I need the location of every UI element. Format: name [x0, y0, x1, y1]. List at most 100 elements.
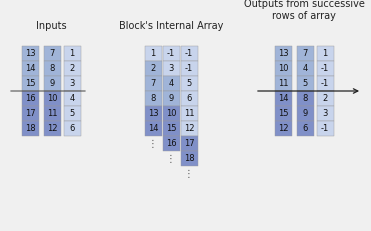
Bar [43, 106, 60, 121]
Bar [43, 121, 60, 136]
Bar [22, 61, 39, 76]
Bar [144, 121, 161, 136]
Bar [162, 46, 180, 61]
Text: 1: 1 [322, 49, 328, 58]
Text: ⋮: ⋮ [148, 139, 158, 149]
Bar [63, 61, 81, 76]
Text: 7: 7 [302, 49, 308, 58]
Bar [181, 91, 197, 106]
Text: 7: 7 [150, 79, 156, 88]
Text: 6: 6 [302, 124, 308, 133]
Text: 12: 12 [47, 124, 57, 133]
Text: -1: -1 [321, 79, 329, 88]
Bar [22, 91, 39, 106]
Bar [162, 76, 180, 91]
Text: 13: 13 [148, 109, 158, 118]
Text: 9: 9 [49, 79, 55, 88]
Bar [43, 76, 60, 91]
Text: 11: 11 [47, 109, 57, 118]
Bar [162, 91, 180, 106]
Text: 8: 8 [49, 64, 55, 73]
Text: 4: 4 [69, 94, 75, 103]
Bar [275, 106, 292, 121]
Bar [296, 76, 313, 91]
Text: 6: 6 [69, 124, 75, 133]
Bar [296, 121, 313, 136]
Text: 17: 17 [184, 139, 194, 148]
Text: 14: 14 [25, 64, 35, 73]
Bar [162, 106, 180, 121]
Text: 7: 7 [49, 49, 55, 58]
Text: -1: -1 [185, 49, 193, 58]
Bar [275, 76, 292, 91]
Text: Outputs from successive
rows of array: Outputs from successive rows of array [244, 0, 365, 21]
Text: 8: 8 [302, 94, 308, 103]
Bar [63, 106, 81, 121]
Text: -1: -1 [321, 64, 329, 73]
Text: Inputs: Inputs [36, 21, 67, 31]
Text: 11: 11 [184, 109, 194, 118]
Text: 1: 1 [69, 49, 75, 58]
Bar [181, 136, 197, 151]
Text: ⋮: ⋮ [166, 154, 176, 164]
Bar [181, 121, 197, 136]
Text: 13: 13 [278, 49, 288, 58]
Bar [296, 106, 313, 121]
Text: 2: 2 [69, 64, 75, 73]
Text: 12: 12 [278, 124, 288, 133]
Text: 5: 5 [186, 79, 192, 88]
Text: 18: 18 [184, 154, 194, 163]
Bar [316, 91, 334, 106]
Text: 3: 3 [322, 109, 328, 118]
Text: 4: 4 [168, 79, 174, 88]
Bar [63, 46, 81, 61]
Text: 2: 2 [322, 94, 328, 103]
Bar [316, 61, 334, 76]
Bar [296, 61, 313, 76]
Text: 15: 15 [166, 124, 176, 133]
Text: 4: 4 [302, 64, 308, 73]
Bar [316, 46, 334, 61]
Text: 16: 16 [25, 94, 35, 103]
Bar [296, 46, 313, 61]
Bar [144, 76, 161, 91]
Text: 11: 11 [278, 79, 288, 88]
Text: -1: -1 [321, 124, 329, 133]
Text: 5: 5 [302, 79, 308, 88]
Bar [43, 61, 60, 76]
Text: Block's Internal Array: Block's Internal Array [119, 21, 223, 31]
Bar [275, 121, 292, 136]
Text: 10: 10 [47, 94, 57, 103]
Bar [63, 91, 81, 106]
Text: 13: 13 [25, 49, 35, 58]
Text: 5: 5 [69, 109, 75, 118]
Text: -1: -1 [167, 49, 175, 58]
Text: 10: 10 [166, 109, 176, 118]
Text: 8: 8 [150, 94, 156, 103]
Bar [275, 46, 292, 61]
Text: 3: 3 [69, 79, 75, 88]
Bar [316, 106, 334, 121]
Bar [275, 61, 292, 76]
Bar [43, 91, 60, 106]
Bar [144, 91, 161, 106]
Text: 3: 3 [168, 64, 174, 73]
Bar [181, 76, 197, 91]
Text: 12: 12 [184, 124, 194, 133]
Text: 17: 17 [25, 109, 35, 118]
Bar [316, 121, 334, 136]
Bar [22, 76, 39, 91]
Text: ⋮: ⋮ [184, 169, 194, 179]
Bar [144, 61, 161, 76]
Text: 18: 18 [25, 124, 35, 133]
Bar [22, 106, 39, 121]
Text: 1: 1 [150, 49, 155, 58]
Text: 2: 2 [150, 64, 155, 73]
Bar [162, 61, 180, 76]
Text: 15: 15 [278, 109, 288, 118]
Bar [162, 121, 180, 136]
Bar [22, 121, 39, 136]
Text: 15: 15 [25, 79, 35, 88]
Bar [181, 61, 197, 76]
Bar [181, 151, 197, 166]
